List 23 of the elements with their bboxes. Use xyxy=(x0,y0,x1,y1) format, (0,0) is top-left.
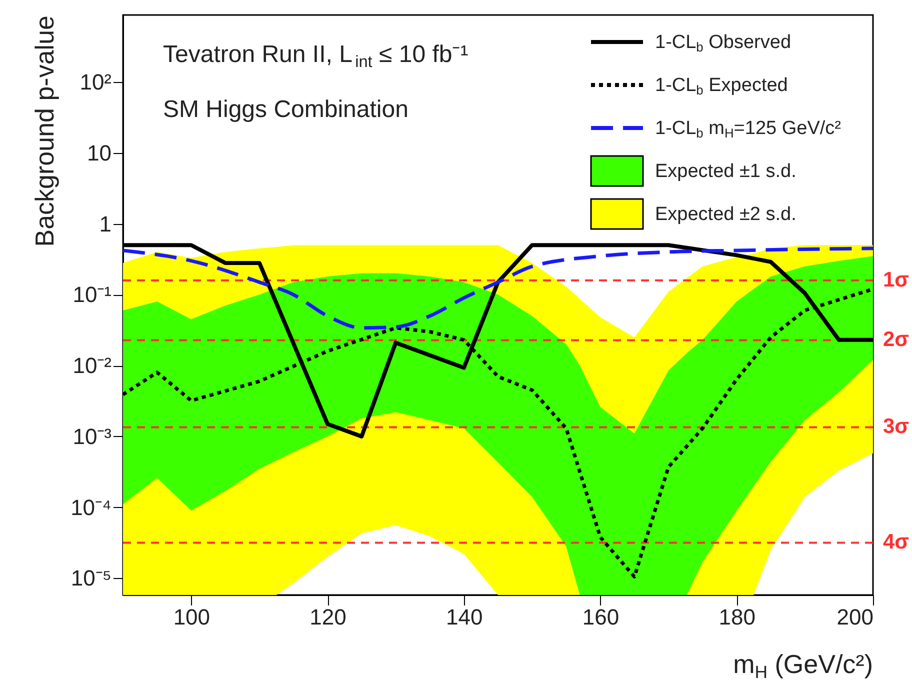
y-tick-label: 10⁻¹ xyxy=(72,282,112,308)
y-tick-label: 10 xyxy=(87,140,112,166)
annotation: SM Higgs Combination xyxy=(163,96,408,123)
x-tick-label: 120 xyxy=(310,604,346,630)
x-tick-label: 160 xyxy=(582,604,620,630)
y-tick-label: 1 xyxy=(99,211,112,236)
x-tick-label: 200 xyxy=(836,604,874,630)
line-series xyxy=(123,246,873,330)
y-axis-title: Background p-value xyxy=(30,16,60,247)
ref-line-label: 3σ xyxy=(883,415,910,438)
y-tick-label: 10⁻² xyxy=(72,353,112,378)
legend-label: Expected ±2 s.d. xyxy=(655,204,796,225)
ref-line-label: 1σ xyxy=(883,268,910,292)
x-tick-label: 180 xyxy=(718,604,756,630)
ref-line-label: 2σ xyxy=(883,328,910,352)
legend-label: Expected ±1 s.d. xyxy=(655,161,796,182)
x-tick-label: 100 xyxy=(173,604,210,630)
y-tick-label: 10² xyxy=(80,69,112,94)
y-tick-label: 10⁻⁴ xyxy=(70,494,112,520)
y-tick-label: 10⁻³ xyxy=(72,424,112,449)
ref-line-label: 4σ xyxy=(883,530,910,554)
y-tick-label: 10⁻⁵ xyxy=(70,566,112,591)
x-tick-label: 140 xyxy=(446,604,483,630)
